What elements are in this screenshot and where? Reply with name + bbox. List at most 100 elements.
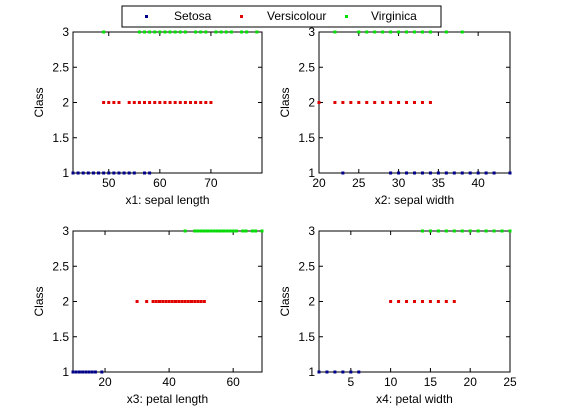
data-point xyxy=(183,229,187,233)
y-tick-label: 3 xyxy=(308,224,315,238)
data-point xyxy=(381,30,385,34)
data-point xyxy=(452,300,456,303)
data-point xyxy=(177,300,181,303)
data-point xyxy=(240,30,244,34)
data-point xyxy=(76,171,80,175)
data-point xyxy=(373,30,377,34)
series-virginica xyxy=(102,30,259,34)
data-point xyxy=(163,30,167,34)
data-point xyxy=(413,171,416,175)
y-tick-label: 2.5 xyxy=(298,60,315,74)
legend-marker-virginica xyxy=(345,15,348,18)
y-tick-label: 1 xyxy=(62,166,69,180)
series-setosa xyxy=(71,171,152,175)
legend-entry-setosa: Setosa xyxy=(145,9,212,23)
data-point xyxy=(199,101,203,104)
plot-area xyxy=(72,31,263,174)
data-point xyxy=(428,171,432,175)
x-tick-label: 60 xyxy=(153,176,167,190)
data-point xyxy=(158,101,162,104)
y-tick-label: 1 xyxy=(308,166,315,180)
data-point xyxy=(168,30,172,34)
data-point xyxy=(365,30,369,34)
data-point xyxy=(420,300,424,303)
data-point xyxy=(196,229,200,233)
data-point xyxy=(397,300,401,303)
data-point xyxy=(436,229,440,233)
subplot-4: 1 1.5 2 2.5 3 5 10 15 20 25 x4: petal width Class xyxy=(278,224,517,406)
data-point xyxy=(74,370,78,374)
y-tick-label: 1.5 xyxy=(52,330,69,344)
data-point xyxy=(167,300,171,303)
data-point xyxy=(151,300,155,303)
data-point xyxy=(444,171,448,175)
data-point xyxy=(145,300,149,303)
data-point xyxy=(193,300,197,303)
y-axis-label: Class xyxy=(32,286,46,316)
series-setosa xyxy=(71,370,104,374)
data-point xyxy=(224,30,228,34)
data-point xyxy=(460,229,464,233)
data-point xyxy=(492,171,496,175)
legend-label-versicolour: Versicolour xyxy=(267,9,326,23)
series-virginica xyxy=(420,229,512,233)
data-point xyxy=(100,370,104,374)
legend-box xyxy=(121,5,442,28)
data-point xyxy=(357,370,361,374)
data-point xyxy=(428,300,432,303)
data-point xyxy=(341,171,345,175)
x-tick-label: 25 xyxy=(503,375,517,389)
data-point xyxy=(209,229,213,233)
data-point xyxy=(143,171,147,175)
x-tick-label: 35 xyxy=(432,176,446,190)
data-point xyxy=(225,229,229,233)
data-point xyxy=(444,30,448,34)
data-point xyxy=(452,229,456,233)
x-tick-label: 40 xyxy=(471,176,485,190)
data-point xyxy=(241,229,245,233)
data-point xyxy=(194,101,198,104)
subplots: 1 1.5 2 2.5 3 50 60 70 x1: sepal length Class 1 1.5… xyxy=(32,25,517,406)
data-point xyxy=(173,101,177,104)
x-axis-label: x1: sepal length xyxy=(125,193,209,207)
x-tick-label: 25 xyxy=(352,176,366,190)
y-tick-label: 2 xyxy=(308,96,315,110)
x-tick-label: 50 xyxy=(102,176,116,190)
data-point xyxy=(420,101,424,104)
data-point xyxy=(206,229,210,233)
data-point xyxy=(365,101,369,104)
data-point xyxy=(163,101,167,104)
y-tick-label: 1.5 xyxy=(298,131,315,145)
data-point xyxy=(204,30,208,34)
data-point xyxy=(190,300,194,303)
legend: Setosa Versicolour Virginica xyxy=(121,5,442,28)
data-point xyxy=(444,300,448,303)
data-point xyxy=(194,30,198,34)
y-tick-label: 2.5 xyxy=(52,259,69,273)
data-point xyxy=(186,300,190,303)
data-point xyxy=(357,101,361,104)
data-point xyxy=(484,229,488,233)
data-point xyxy=(219,30,223,34)
data-point xyxy=(405,101,409,104)
data-point xyxy=(174,300,178,303)
data-point xyxy=(188,101,192,104)
data-point xyxy=(341,370,345,374)
y-tick-label: 2.5 xyxy=(298,259,315,273)
subplot-3: 1 1.5 2 2.5 3 20 40 60 x3: petal length Class xyxy=(32,224,264,406)
data-point xyxy=(183,101,187,104)
data-point xyxy=(154,300,158,303)
data-point xyxy=(86,171,90,175)
data-point xyxy=(476,229,480,233)
data-point xyxy=(153,30,157,34)
data-point xyxy=(202,229,206,233)
data-point xyxy=(199,30,203,34)
data-point xyxy=(428,229,432,233)
data-point xyxy=(476,171,480,175)
y-tick-label: 1.5 xyxy=(52,131,69,145)
y-tick-label: 1 xyxy=(62,365,69,379)
data-point xyxy=(373,101,377,104)
data-point xyxy=(202,300,206,303)
data-point xyxy=(199,300,203,303)
